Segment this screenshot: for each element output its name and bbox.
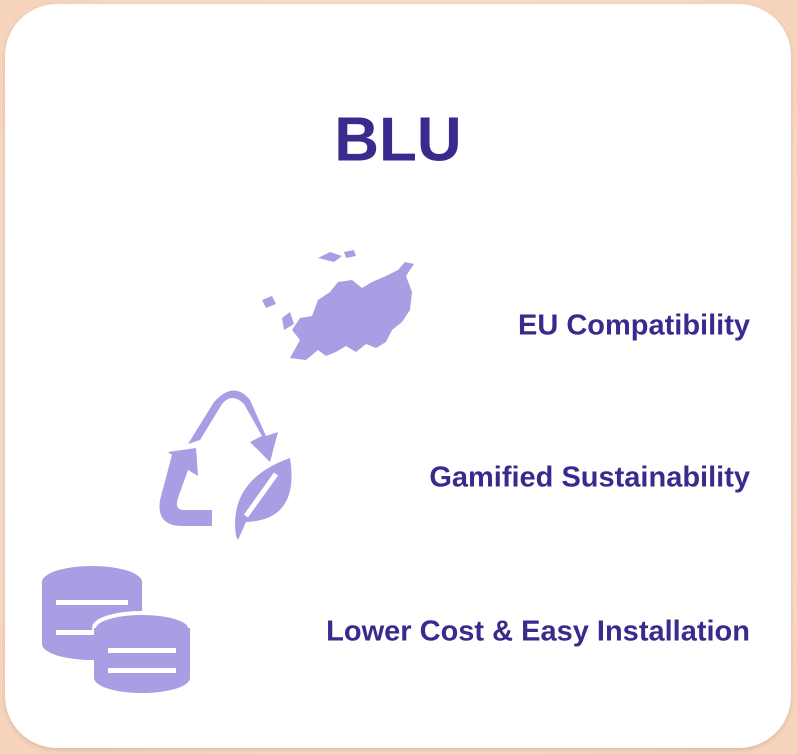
europe-icon [262, 250, 414, 360]
feature-label: Lower Cost & Easy Installation [326, 616, 750, 648]
sustainability-icon [159, 390, 292, 540]
feature-label: EU Compatibility [518, 310, 750, 342]
title: BLU [334, 105, 461, 174]
feature-label: Gamified Sustainability [429, 462, 750, 494]
coins-icon [42, 566, 192, 693]
card [5, 4, 791, 748]
